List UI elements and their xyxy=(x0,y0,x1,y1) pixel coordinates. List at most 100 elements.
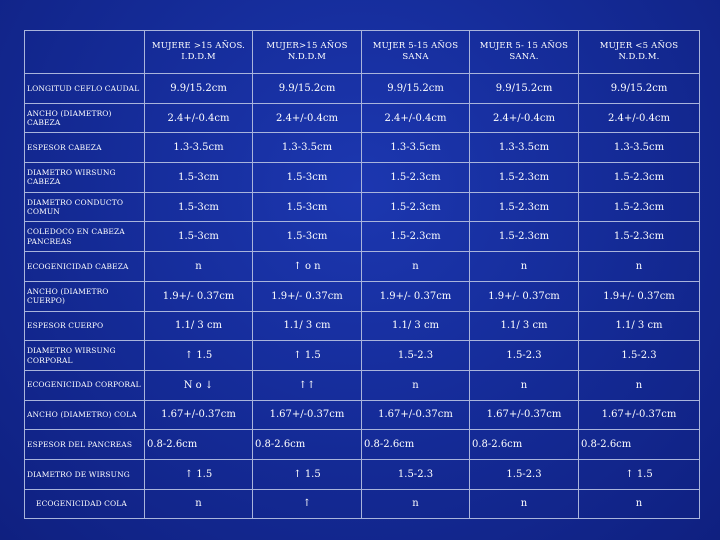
row-label: DIAMETRO CONDUCTO COMUN xyxy=(24,191,145,223)
table-cell: 0.8-2.6cm xyxy=(469,429,579,460)
table-cell: 1.5-2.3 xyxy=(361,340,470,371)
table-cell: 1.5-3cm xyxy=(144,221,253,253)
table-row: DIAMETRO CONDUCTO COMUN 1.5-3cm 1.5-3cm 1.5… xyxy=(24,191,700,223)
table-cell: 1.1/ 3 cm xyxy=(578,310,700,342)
table-row: ANCHO (DIAMETRO) COLA 1.67+/-0.37cm 1.67+/… xyxy=(24,399,700,431)
table-cell: 1.5-3cm xyxy=(144,162,253,193)
table-cell: n xyxy=(578,251,700,282)
table-cell: 2.4+/-0.4cm xyxy=(361,102,470,134)
table-cell: 1.5-3cm xyxy=(252,221,362,253)
table-cell: n xyxy=(578,369,700,401)
table-cell: 1.5-2.3cm xyxy=(361,221,470,253)
table-cell: 2.4+/-0.4cm xyxy=(469,102,579,134)
row-label: ESPESOR CUERPO xyxy=(24,310,145,342)
row-label: LONGITUD CEFLO CAUDAL xyxy=(24,73,145,104)
table-cell: 9.9/15.2cm xyxy=(144,73,253,104)
table-cell: 2.4+/-0.4cm xyxy=(252,102,362,134)
table-row: ECOGENICIDAD COLA n ↑ n n n xyxy=(24,488,700,520)
table-cell: 1.9+/- 0.37cm xyxy=(361,280,470,312)
table-cell: 1.5-3cm xyxy=(144,191,253,223)
header-cell: MUJER>15 AÑOS N.D.D.M xyxy=(252,30,362,74)
table-cell: 1.5-2.3cm xyxy=(361,191,470,223)
row-label: ESPESOR CABEZA xyxy=(24,132,145,164)
table-cell: ↑ 1.5 xyxy=(144,458,253,490)
measurements-table-container: MUJERE >15 AÑOS. I.D.D.M MUJER>15 AÑOS N… xyxy=(24,30,700,520)
table-cell: n xyxy=(361,251,470,282)
table-cell: 1.5-2.3 xyxy=(578,340,700,371)
header-cell-empty xyxy=(24,30,145,74)
table-cell: 1.67+/-0.37cm xyxy=(252,399,362,431)
table-cell: 1.3-3.5cm xyxy=(469,132,579,164)
table-cell: 9.9/15.2cm xyxy=(361,73,470,104)
header-cell: MUJERE >15 AÑOS. I.D.D.M xyxy=(144,30,253,74)
table-cell: 0.8-2.6cm xyxy=(252,429,362,460)
table-cell: 9.9/15.2cm xyxy=(252,73,362,104)
table-row: ESPESOR CABEZA 1.3-3.5cm 1.3-3.5cm 1.3-3.5c… xyxy=(24,132,700,164)
table-cell: ↑ 1.5 xyxy=(252,340,362,371)
table-cell: 1.67+/-0.37cm xyxy=(361,399,470,431)
table-row: COLEDOCO EN CABEZA PANCREAS 1.5-3cm 1.5-3c… xyxy=(24,221,700,253)
table-row: DIAMETRO WIRSUNG CORPORAL ↑ 1.5 ↑ 1.5 1.5-2… xyxy=(24,340,700,371)
table-cell: ↑ xyxy=(252,488,362,520)
header-cell: MUJER <5 AÑOS N.D.D.M. xyxy=(578,30,700,74)
table-cell: n xyxy=(469,488,579,520)
table-cell: 1.3-3.5cm xyxy=(144,132,253,164)
table-cell: 1.67+/-0.37cm xyxy=(578,399,700,431)
table-cell: 2.4+/-0.4cm xyxy=(578,102,700,134)
table-cell: 1.5-2.3cm xyxy=(361,162,470,193)
row-label: ECOGENICIDAD CORPORAL xyxy=(24,369,145,401)
table-cell: 1.67+/-0.37cm xyxy=(469,399,579,431)
table-cell: ↑ o n xyxy=(252,251,362,282)
table-cell: 1.5-2.3 xyxy=(361,458,470,490)
table-row: ECOGENICIDAD CORPORAL N o ↓ ↑↑ n n n xyxy=(24,369,700,401)
table-cell: 1.9+/- 0.37cm xyxy=(252,280,362,312)
table-row: DIAMETRO DE WIRSUNG ↑ 1.5 ↑ 1.5 1.5-2.3 1.5-… xyxy=(24,458,700,490)
table-cell: 1.1/ 3 cm xyxy=(144,310,253,342)
table-cell: 1.5-2.3 xyxy=(469,340,579,371)
row-label: ESPESOR DEL PANCREAS xyxy=(24,429,145,460)
table-row: DIAMETRO WIRSUNG CABEZA 1.5-3cm 1.5-3cm 1.5… xyxy=(24,162,700,193)
table-cell: n xyxy=(469,251,579,282)
table-cell: 1.5-2.3cm xyxy=(578,221,700,253)
table-cell: 9.9/15.2cm xyxy=(469,73,579,104)
header-cell: MUJER 5- 15 AÑOS SANA. xyxy=(469,30,579,74)
table-cell: 1.5-2.3cm xyxy=(469,191,579,223)
row-label: ANCHO (DIAMETRO) CABEZA xyxy=(24,102,145,134)
row-label: ECOGENICIDAD CABEZA xyxy=(24,251,145,282)
table-body: LONGITUD CEFLO CAUDAL 9.9/15.2cm 9.9/15.2c… xyxy=(24,73,700,520)
table-cell: 1.1/ 3 cm xyxy=(469,310,579,342)
table-cell: 0.8-2.6cm xyxy=(361,429,470,460)
table-cell: 1.3-3.5cm xyxy=(578,132,700,164)
row-label: DIAMETRO WIRSUNG CABEZA xyxy=(24,162,145,193)
table-cell: 1.5-2.3cm xyxy=(469,162,579,193)
table-cell: ↑ 1.5 xyxy=(144,340,253,371)
table-cell: n xyxy=(469,369,579,401)
table-cell: 1.9+/- 0.37cm xyxy=(469,280,579,312)
table-cell: 1.3-3.5cm xyxy=(252,132,362,164)
table-row: ANCHO (DIAMETRO) CABEZA 2.4+/-0.4cm 2.4+/-… xyxy=(24,102,700,134)
table-cell: 0.8-2.6cm xyxy=(144,429,253,460)
table-cell: 0.8-2.6cm xyxy=(578,429,700,460)
header-row: MUJERE >15 AÑOS. I.D.D.M MUJER>15 AÑOS N… xyxy=(24,30,700,74)
pancreas-measurements-table: MUJERE >15 AÑOS. I.D.D.M MUJER>15 AÑOS N… xyxy=(24,30,700,520)
table-cell: n xyxy=(144,488,253,520)
table-cell: N o ↓ xyxy=(144,369,253,401)
table-cell: ↑ 1.5 xyxy=(578,458,700,490)
table-cell: 1.9+/- 0.37cm xyxy=(144,280,253,312)
table-cell: 1.5-3cm xyxy=(252,191,362,223)
table-cell: n xyxy=(578,488,700,520)
table-cell: n xyxy=(144,251,253,282)
row-label: ANCHO (DIAMETRO) COLA xyxy=(24,399,145,431)
table-cell: n xyxy=(361,369,470,401)
table-cell: 2.4+/-0.4cm xyxy=(144,102,253,134)
table-row: LONGITUD CEFLO CAUDAL 9.9/15.2cm 9.9/15.2c… xyxy=(24,73,700,104)
table-cell: 1.5-2.3cm xyxy=(578,162,700,193)
table-cell: 1.5-2.3 xyxy=(469,458,579,490)
table-cell: 1.1/ 3 cm xyxy=(252,310,362,342)
row-label: DIAMETRO DE WIRSUNG xyxy=(24,458,145,490)
table-cell: 1.5-2.3cm xyxy=(578,191,700,223)
table-cell: 1.67+/-0.37cm xyxy=(144,399,253,431)
table-cell: 9.9/15.2cm xyxy=(578,73,700,104)
table-cell: n xyxy=(361,488,470,520)
